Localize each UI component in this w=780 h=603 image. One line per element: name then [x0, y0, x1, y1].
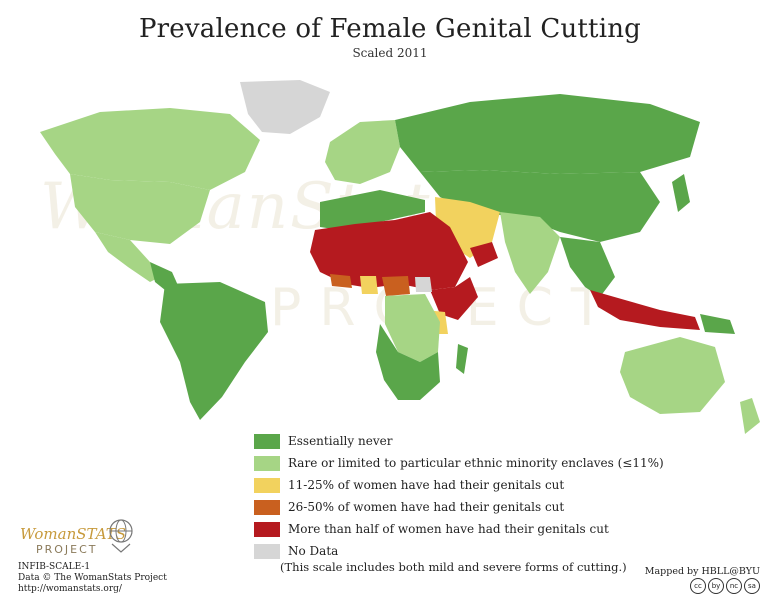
region-south-asia [500, 212, 560, 294]
region-australia [620, 337, 725, 414]
legend-label: Rare or limited to particular ethnic min… [288, 456, 664, 470]
legend-item-low: 11-25% of women have had their genitals … [254, 476, 564, 494]
legend-label: 11-25% of women have had their genitals … [288, 478, 565, 492]
credit-data: Data © The WomanStats Project [18, 573, 167, 583]
by-icon: by [708, 578, 724, 594]
region-sahel [310, 212, 468, 290]
legend-swatch [254, 455, 280, 471]
legend-swatch [254, 433, 280, 449]
region-south-america [160, 282, 268, 420]
credit-id: INFIB-SCALE-1 [18, 562, 91, 572]
region-madagascar [456, 344, 468, 374]
scale-note: (This scale includes both mild and sever… [280, 560, 627, 574]
nc-icon: nc [726, 578, 742, 594]
region-europe [325, 120, 400, 184]
legend-label: More than half of women have had their g… [288, 522, 609, 536]
region-new-guinea [700, 314, 735, 334]
region-russia [395, 94, 700, 174]
mapped-by: Mapped by HBLL@BYU [644, 566, 760, 577]
logo-brand: WomanSTATS [20, 525, 127, 543]
region-canada [40, 108, 260, 190]
credit-url: http://womanstats.org/ [18, 584, 122, 594]
globe-hand-icon [109, 519, 133, 553]
region-new-zealand [740, 398, 760, 434]
region-nigeria [382, 276, 410, 296]
legend-item-mid: 26-50% of women have had their genitals … [254, 498, 564, 516]
region-no-data-africa [415, 277, 432, 292]
region-yemen-oman [470, 242, 498, 267]
region-mexico [95, 232, 160, 282]
legend-item-high: More than half of women have had their g… [254, 520, 609, 538]
legend-item-essentially-never: Essentially never [254, 432, 392, 450]
map-subtitle: Scaled 2011 [352, 46, 428, 60]
region-southern-africa [376, 324, 440, 400]
world-map [40, 80, 760, 434]
legend-swatch [254, 477, 280, 493]
legend-swatch [254, 543, 280, 559]
legend-swatch [254, 499, 280, 515]
region-central-africa [385, 294, 440, 362]
region-ghana [360, 276, 378, 294]
region-indonesia [590, 290, 700, 330]
legend-label: 26-50% of women have had their genitals … [288, 500, 565, 514]
region-north-africa [320, 190, 425, 230]
legend-item-rare: Rare or limited to particular ethnic min… [254, 454, 664, 472]
logo-sub: PROJECT [36, 543, 98, 556]
region-se-asia [560, 237, 615, 297]
cc-icon: cc [690, 578, 706, 594]
region-greenland [240, 80, 330, 134]
region-japan [672, 174, 690, 212]
region-central-asia [420, 170, 660, 242]
license-icons: cc by nc sa [690, 578, 760, 594]
region-usa [70, 174, 210, 244]
sa-icon: sa [744, 578, 760, 594]
legend-item-no-data: No Data [254, 542, 338, 560]
map-title: Prevalence of Female Genital Cutting [138, 14, 641, 44]
legend-swatch [254, 521, 280, 537]
legend-label: Essentially never [288, 434, 393, 448]
region-west-africa-mid [330, 274, 352, 288]
region-horn [430, 277, 478, 320]
legend-label: No Data [288, 544, 339, 558]
